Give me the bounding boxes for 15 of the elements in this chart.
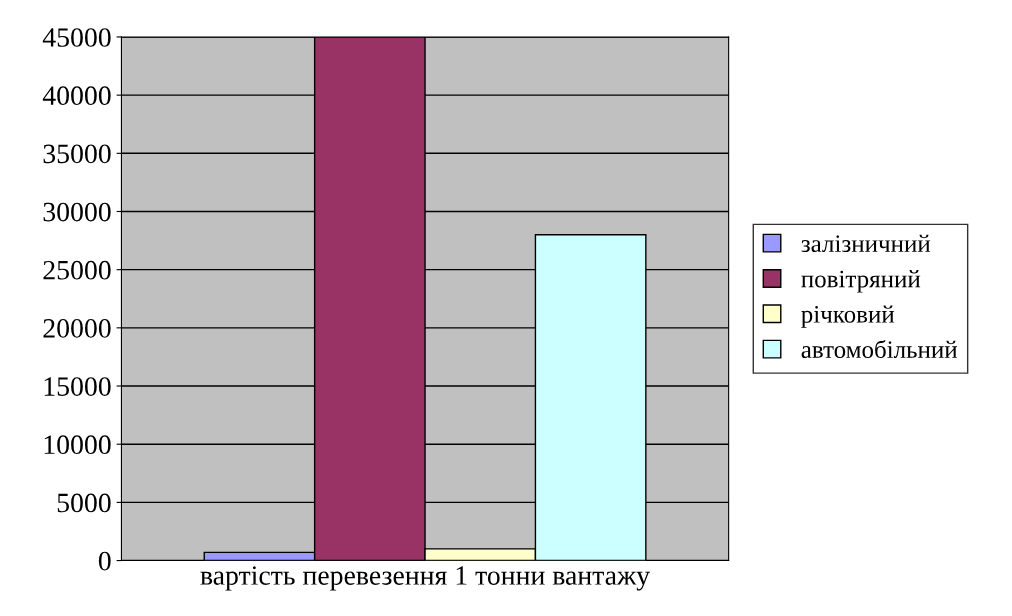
y-tick-label: 45000: [42, 28, 111, 47]
y-tick-label: 15000: [44, 377, 111, 396]
x-tick-label: вартість перевезення 1 тонни вантажу: [200, 566, 650, 591]
y-tick-label: 35000: [43, 144, 111, 164]
legend-label: повітряний: [801, 270, 921, 293]
legend-label: автомобільний: [801, 339, 958, 359]
y-tick-label: 5000: [57, 493, 111, 513]
y-tick-label: 25000: [43, 260, 111, 280]
y-tick-label: 30000: [43, 202, 111, 222]
y-tick-label: 20000: [43, 319, 111, 338]
legend-label: річковий: [801, 305, 895, 328]
y-tick-label: 0: [98, 551, 111, 571]
y-tick-label: 10000: [44, 435, 111, 455]
y-tick-label: 40000: [42, 86, 111, 106]
legend-label: залізничний: [801, 234, 931, 253]
